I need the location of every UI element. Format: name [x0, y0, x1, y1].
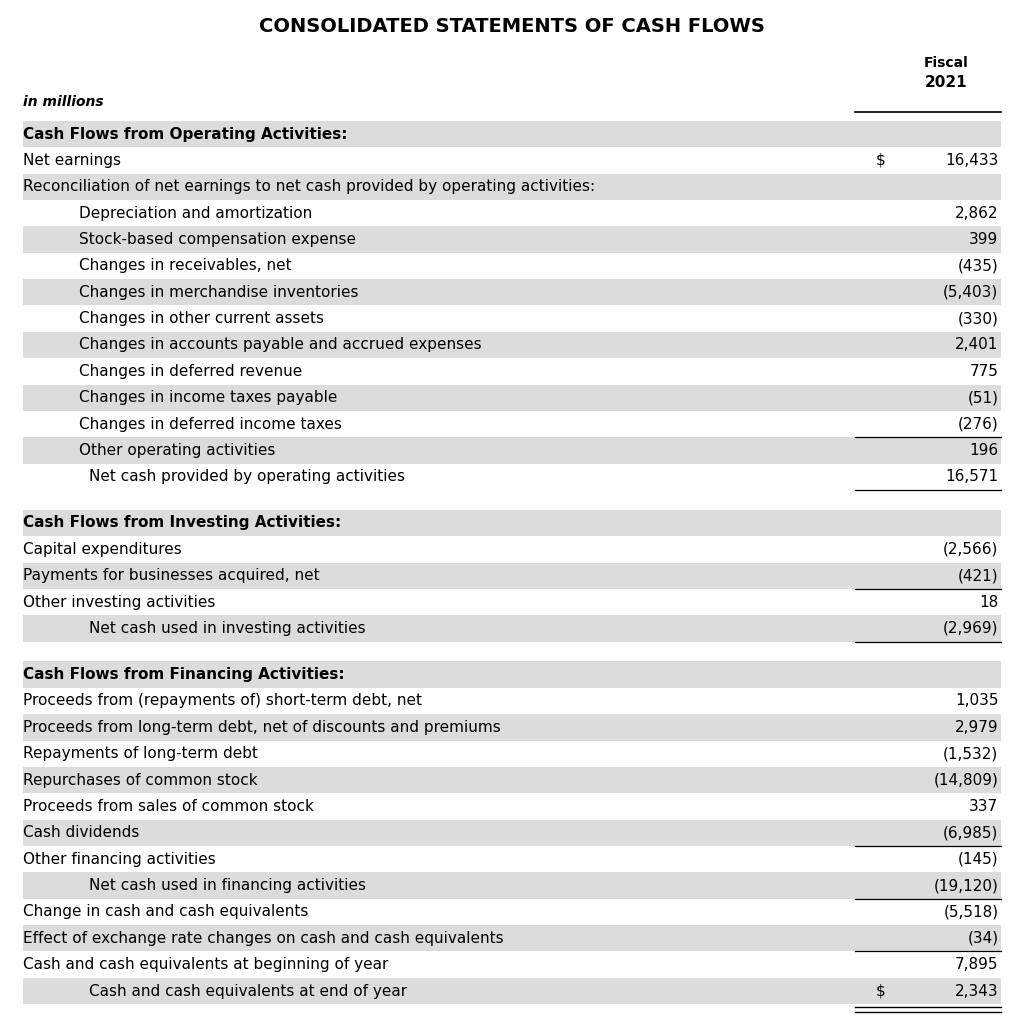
Text: Change in cash and cash equivalents: Change in cash and cash equivalents	[23, 904, 308, 920]
Bar	[23, 174, 1001, 199]
Text: (330): (330)	[957, 311, 998, 326]
Text: $: $	[876, 152, 886, 168]
Bar	[23, 925, 1001, 951]
Text: (276): (276)	[957, 416, 998, 432]
Text: 2,343: 2,343	[954, 983, 998, 998]
Text: Stock-based compensation expense: Stock-based compensation expense	[79, 232, 356, 247]
Text: (435): (435)	[957, 259, 998, 273]
Text: Repayments of long-term debt: Repayments of long-term debt	[23, 746, 257, 761]
Text: Cash and cash equivalents at beginning of year: Cash and cash equivalents at beginning o…	[23, 958, 388, 972]
Text: (6,985): (6,985)	[943, 826, 998, 840]
Text: 1,035: 1,035	[955, 694, 998, 709]
Bar	[23, 873, 1001, 899]
Text: (1,532): (1,532)	[943, 746, 998, 761]
Bar	[23, 767, 1001, 793]
Text: Depreciation and amortization: Depreciation and amortization	[79, 206, 312, 221]
Text: Fiscal: Fiscal	[924, 56, 969, 70]
Text: 16,433: 16,433	[945, 152, 998, 168]
Text: 2021: 2021	[925, 75, 968, 90]
Text: Changes in accounts payable and accrued expenses: Changes in accounts payable and accrued …	[79, 338, 481, 353]
Text: (421): (421)	[957, 568, 998, 583]
Text: (145): (145)	[957, 852, 998, 866]
Text: Cash Flows from Investing Activities:: Cash Flows from Investing Activities:	[23, 516, 341, 531]
Text: Proceeds from sales of common stock: Proceeds from sales of common stock	[23, 799, 313, 814]
Text: Payments for businesses acquired, net: Payments for businesses acquired, net	[23, 568, 319, 583]
Text: 196: 196	[970, 443, 998, 458]
Text: (19,120): (19,120)	[934, 878, 998, 893]
Text: Net cash used in financing activities: Net cash used in financing activities	[89, 878, 367, 893]
Bar	[23, 615, 1001, 641]
Text: 2,401: 2,401	[955, 338, 998, 353]
Text: Cash dividends: Cash dividends	[23, 826, 139, 840]
Text: Changes in merchandise inventories: Changes in merchandise inventories	[79, 284, 358, 300]
Text: (5,403): (5,403)	[943, 284, 998, 300]
Text: Net cash provided by operating activities: Net cash provided by operating activitie…	[89, 470, 406, 484]
Text: Net cash used in investing activities: Net cash used in investing activities	[89, 621, 366, 636]
Text: CONSOLIDATED STATEMENTS OF CASH FLOWS: CONSOLIDATED STATEMENTS OF CASH FLOWS	[259, 17, 765, 36]
Text: Capital expenditures: Capital expenditures	[23, 542, 181, 557]
Bar	[23, 279, 1001, 306]
Text: Proceeds from (repayments of) short-term debt, net: Proceeds from (repayments of) short-term…	[23, 694, 422, 709]
Bar	[23, 662, 1001, 687]
Text: Other operating activities: Other operating activities	[79, 443, 275, 458]
Text: Changes in other current assets: Changes in other current assets	[79, 311, 324, 326]
Text: (5,518): (5,518)	[943, 904, 998, 920]
Text: Changes in deferred income taxes: Changes in deferred income taxes	[79, 416, 342, 432]
Text: Changes in income taxes payable: Changes in income taxes payable	[79, 390, 337, 405]
Text: (51): (51)	[968, 390, 998, 405]
Text: Cash Flows from Operating Activities:: Cash Flows from Operating Activities:	[23, 127, 347, 141]
Text: Proceeds from long-term debt, net of discounts and premiums: Proceeds from long-term debt, net of dis…	[23, 720, 501, 735]
Text: 2,862: 2,862	[955, 206, 998, 221]
Text: Cash and cash equivalents at end of year: Cash and cash equivalents at end of year	[89, 983, 408, 998]
Text: 2,979: 2,979	[954, 720, 998, 735]
Text: 337: 337	[970, 799, 998, 814]
Bar	[23, 509, 1001, 536]
Text: Other financing activities: Other financing activities	[23, 852, 215, 866]
Bar	[23, 385, 1001, 411]
Text: (34): (34)	[968, 931, 998, 946]
Bar	[23, 226, 1001, 253]
Text: (2,566): (2,566)	[943, 542, 998, 557]
Text: $: $	[876, 983, 886, 998]
Bar	[23, 714, 1001, 741]
Bar	[23, 121, 1001, 147]
Text: Changes in deferred revenue: Changes in deferred revenue	[79, 364, 302, 379]
Bar	[23, 819, 1001, 846]
Bar	[23, 563, 1001, 589]
Text: 399: 399	[969, 232, 998, 247]
Text: 775: 775	[970, 364, 998, 379]
Text: 7,895: 7,895	[955, 958, 998, 972]
Text: 16,571: 16,571	[945, 470, 998, 484]
Bar	[23, 437, 1001, 463]
Text: in millions: in millions	[23, 94, 103, 108]
Text: (2,969): (2,969)	[943, 621, 998, 636]
Bar	[23, 331, 1001, 358]
Text: Net earnings: Net earnings	[23, 152, 121, 168]
Text: (14,809): (14,809)	[934, 772, 998, 788]
Bar	[23, 978, 1001, 1005]
Text: Effect of exchange rate changes on cash and cash equivalents: Effect of exchange rate changes on cash …	[23, 931, 503, 946]
Text: Other investing activities: Other investing activities	[23, 594, 215, 610]
Text: Reconciliation of net earnings to net cash provided by operating activities:: Reconciliation of net earnings to net ca…	[23, 179, 595, 194]
Text: Cash Flows from Financing Activities:: Cash Flows from Financing Activities:	[23, 667, 344, 682]
Text: Repurchases of common stock: Repurchases of common stock	[23, 772, 257, 788]
Text: 18: 18	[979, 594, 998, 610]
Text: Changes in receivables, net: Changes in receivables, net	[79, 259, 292, 273]
